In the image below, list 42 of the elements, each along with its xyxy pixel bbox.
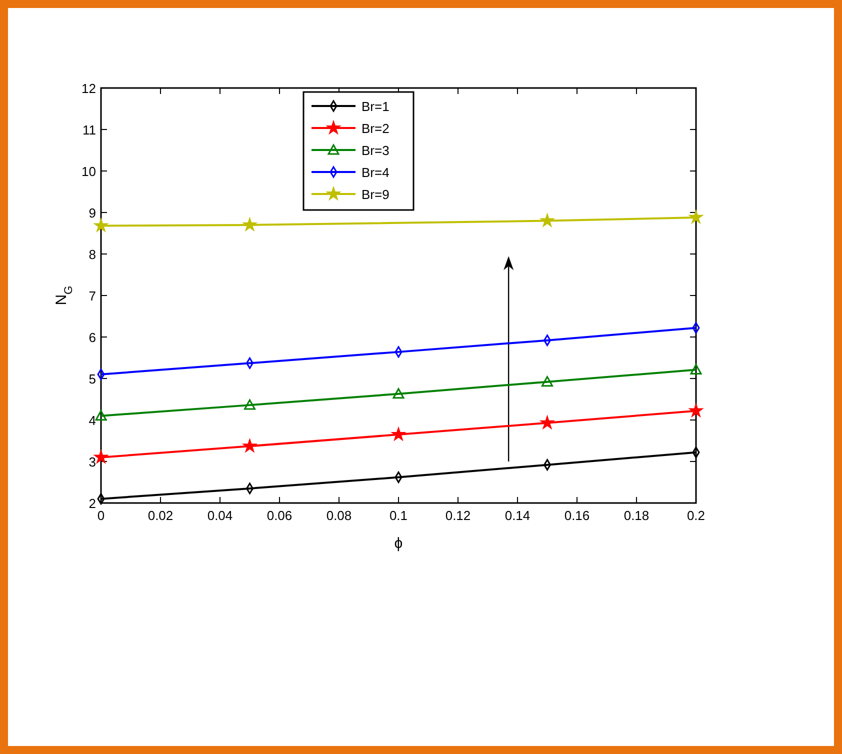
x-tick-label: 0.06 bbox=[266, 508, 292, 523]
y-tick-label: 11 bbox=[82, 122, 96, 138]
legend-label: Br=4 bbox=[362, 165, 390, 180]
point bbox=[540, 416, 554, 429]
y-tick-label: 5 bbox=[88, 372, 96, 386]
x-tick-label: 0 bbox=[97, 508, 105, 523]
point bbox=[94, 450, 108, 464]
x-tick-label: 0.2 bbox=[686, 508, 706, 523]
y-tick-label: 4 bbox=[88, 413, 96, 428]
x-tick-label: 0.1 bbox=[389, 508, 408, 523]
x-tick-label: 0.08 bbox=[326, 508, 352, 523]
y-tick-label: 9 bbox=[88, 206, 96, 220]
y-tick-label: 6 bbox=[88, 330, 96, 345]
point bbox=[392, 388, 404, 399]
x-tick-label: 0.02 bbox=[148, 508, 174, 523]
y-tick-label: 3 bbox=[88, 454, 96, 470]
x-tick-label: 0.12 bbox=[445, 508, 471, 523]
point bbox=[392, 427, 406, 440]
x-tick-label: 0.16 bbox=[564, 508, 590, 523]
point bbox=[95, 410, 107, 421]
point bbox=[542, 376, 553, 387]
point bbox=[690, 364, 702, 375]
x-axis-title: ϕ bbox=[394, 535, 403, 552]
y-tick-label: 2 bbox=[88, 496, 96, 511]
legend-label: Br=2 bbox=[362, 121, 390, 136]
legend-label: Br=3 bbox=[362, 143, 390, 158]
point bbox=[244, 399, 256, 410]
x-tick-label: 0.04 bbox=[207, 508, 233, 523]
point bbox=[242, 438, 257, 452]
point bbox=[242, 218, 257, 231]
point bbox=[94, 218, 108, 232]
y-tick-label: 8 bbox=[88, 247, 96, 262]
y-tick-label: 12 bbox=[82, 81, 96, 96]
point bbox=[689, 404, 703, 417]
y-tick-label: 10 bbox=[82, 164, 96, 179]
point bbox=[540, 214, 554, 227]
legend-label: Br=9 bbox=[362, 187, 390, 202]
point bbox=[689, 210, 703, 224]
x-tick-label: 0.14 bbox=[504, 508, 530, 523]
legend-label: Br=1 bbox=[362, 99, 390, 114]
y-tick-label: 7 bbox=[88, 288, 96, 304]
x-tick-label: 0.18 bbox=[624, 508, 650, 523]
